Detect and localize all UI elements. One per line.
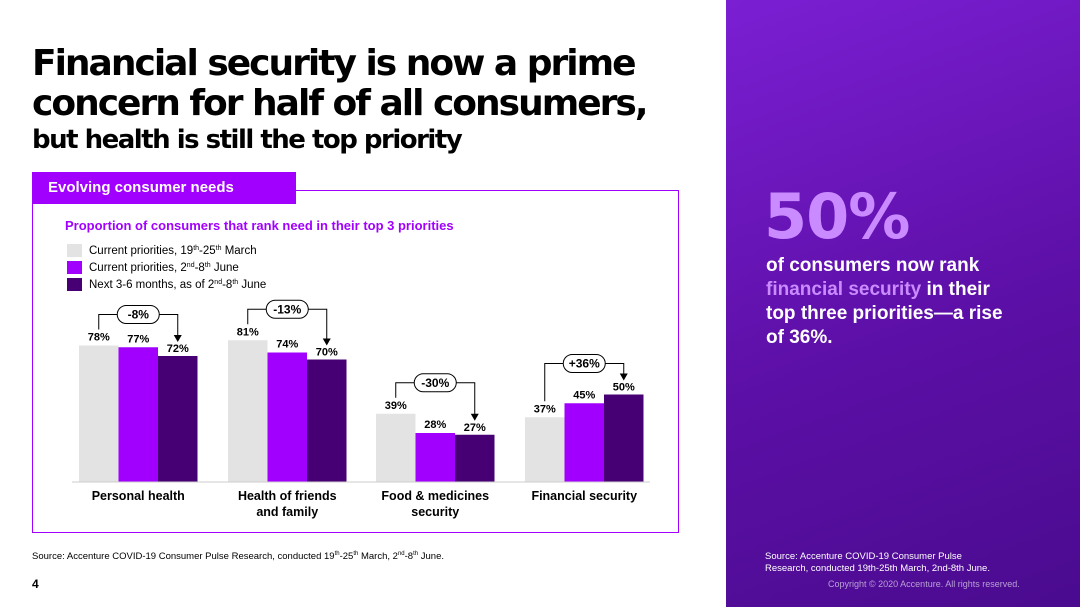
legend-swatch-june [67,261,82,274]
change-badge-1 [265,299,309,319]
change-label-2: -30% [421,376,449,390]
data-label-1-0: 81% [237,326,259,338]
data-label-3-0: 37% [534,403,556,415]
bar-2-1 [415,433,455,482]
data-label-3-2: 50% [613,382,635,394]
highlight-text: of consumers now rank financial security… [766,255,1003,348]
change-label-3: +36% [569,357,600,371]
change-badge-3 [562,354,606,373]
category-label-2-1: security [411,505,459,519]
legend-swatch-march [67,244,82,257]
bar-0-2 [158,356,198,482]
page-number: 4 [32,577,39,591]
change-badge-2 [413,373,457,393]
chart-legend: Current priorities, 19th-25th March Curr… [67,242,266,293]
highlight-panel [726,0,1080,607]
legend-label-june: Current priorities, 2nd-8th June [89,261,239,274]
bar-3-1 [564,403,604,482]
bar-3-2 [604,394,644,482]
category-label-3-0: Financial security [531,489,637,503]
bar-1-0 [228,340,268,482]
change-badge-0 [116,305,160,324]
legend-label-next-months: Next 3-6 months, as of 2nd-8th June [89,278,267,291]
bar-2-0 [376,413,416,482]
legend-swatch-next-months [67,278,82,291]
chart-frame [32,190,679,533]
panel-source-note: Source: Accenture COVID-19 Consumer Puls… [765,551,990,574]
change-arrow-1 [322,338,331,346]
legend-label-march: Current priorities, 19th-25th March [89,244,257,257]
data-label-0-2: 72% [167,343,189,355]
bar-2-2 [455,434,495,482]
source-note: Source: Accenture COVID-19 Consumer Puls… [32,551,444,563]
data-label-0-0: 78% [88,332,110,344]
chart-title: Proportion of consumers that rank need i… [65,218,454,233]
headline: Financial security is now a prime concer… [32,43,648,156]
category-label-2-0: Food & medicines [381,489,489,503]
legend-item-march: Current priorities, 19th-25th March [67,242,266,259]
change-label-1: -13% [273,302,301,316]
headline-line-3: but health is still the top priority [32,125,463,155]
change-arrow-0 [173,335,182,342]
bar-3-0 [525,417,565,482]
bar-0-1 [118,347,158,482]
data-label-1-1: 74% [276,339,298,351]
copyright: Copyright © 2020 Accenture. All rights r… [828,579,1020,589]
bar-1-1 [267,352,307,482]
data-label-3-1: 45% [573,389,595,401]
highlight-keyword: financial security [766,279,922,300]
legend-item-june: Current priorities, 2nd-8th June [67,259,266,276]
headline-line-2: concern for half of all consumers, [32,83,648,124]
change-arrow-2 [470,413,479,421]
category-label-1-1: and family [256,505,318,519]
category-label-1-0: Health of friends [238,489,337,503]
data-label-1-2: 70% [316,347,338,359]
headline-line-1: Financial security is now a prime [32,43,637,84]
highlight-stat: 50% [764,180,910,253]
legend-item-next-months: Next 3-6 months, as of 2nd-8th June [67,276,266,293]
change-arrow-3 [619,373,628,381]
bar-0-0 [79,345,119,482]
chart-panel-tab: Evolving consumer needs [32,172,296,204]
data-label-0-1: 77% [127,333,149,345]
data-label-2-1: 28% [424,419,446,431]
bar-chart: 78% 77% 72% Personal health -8% 81% 74% 70% Heal… [72,299,650,519]
data-label-2-0: 39% [385,400,407,412]
bar-1-2 [307,359,347,482]
category-label-0-0: Personal health [92,489,185,503]
change-label-0: -8% [128,308,150,322]
data-label-2-2: 27% [464,422,486,434]
